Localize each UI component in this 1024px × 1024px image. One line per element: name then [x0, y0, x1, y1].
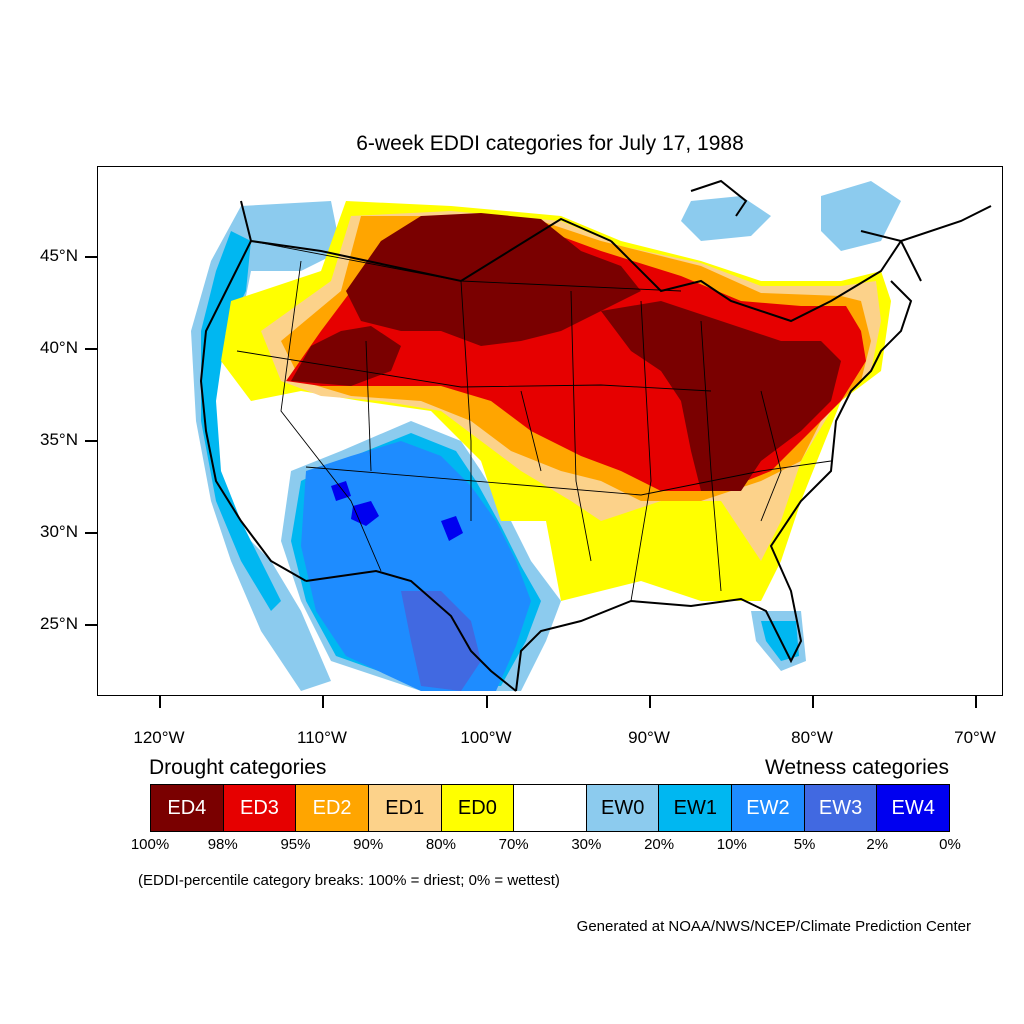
- lon-tick: [975, 696, 977, 708]
- legend-break-label: 0%: [939, 836, 961, 853]
- lat-tick: [85, 348, 97, 350]
- map-frame: [97, 166, 1003, 696]
- wet-zone-ew4-spot: [331, 481, 351, 501]
- coastline: [199, 179, 992, 692]
- eddi-map: [191, 179, 992, 692]
- lat-tick: [85, 440, 97, 442]
- legend-break-label: 90%: [353, 836, 384, 853]
- legend-break-label: 5%: [793, 836, 816, 853]
- lon-tick: [812, 696, 814, 708]
- wet-zone-ew2-southwest: [301, 441, 531, 691]
- lon-label: 80°W: [791, 728, 833, 747]
- legend-cell-ew1: EW1: [659, 785, 733, 831]
- lon-label: 70°W: [954, 728, 996, 747]
- wet-zone-ew1-west-coast: [201, 231, 281, 611]
- drought-zone-ed4-west: [291, 326, 401, 386]
- lon-label: 90°W: [628, 728, 670, 747]
- legend-break-label: 98%: [207, 836, 238, 853]
- legend-cell-ew0: EW0: [586, 785, 660, 831]
- lon-label: 100°W: [460, 728, 512, 747]
- legend-break-label: 100%: [130, 836, 170, 853]
- legend-cell-neutral: [514, 785, 587, 831]
- lat-label: 35°N: [40, 430, 78, 449]
- credit-line: Generated at NOAA/NWS/NCEP/Climate Predi…: [576, 918, 971, 935]
- wet-zone-ew0-northeast: [821, 181, 901, 251]
- lat-label: 40°N: [40, 338, 78, 357]
- legend-cell-ed3: ED3: [223, 785, 297, 831]
- lat-tick: [85, 532, 97, 534]
- legend-cell-ed0: ED0: [441, 785, 515, 831]
- drought-zone-ed4-east: [601, 301, 841, 491]
- legend-break-label: 80%: [425, 836, 456, 853]
- legend-break-label: 70%: [498, 836, 529, 853]
- drought-categories-title: Drought categories: [149, 756, 327, 779]
- lat-tick: [85, 624, 97, 626]
- legend-cell-ew3: EW3: [804, 785, 878, 831]
- legend-cell-ed4: ED4: [151, 785, 224, 831]
- legend-colorbar: ED4 ED3 ED2 ED1 ED0 EW0 EW1 EW2 EW3 EW4: [150, 784, 950, 832]
- legend-break-label: 2%: [866, 836, 889, 853]
- lon-tick: [649, 696, 651, 708]
- legend-cell-ed1: ED1: [368, 785, 442, 831]
- lon-tick: [322, 696, 324, 708]
- wet-zone-ew4-spot: [351, 501, 379, 526]
- lon-tick: [486, 696, 488, 708]
- legend-cell-ew2: EW2: [732, 785, 805, 831]
- lon-label: 110°W: [297, 728, 347, 747]
- category-note: (EDDI-percentile category breaks: 100% =…: [138, 872, 560, 889]
- lat-label: 30°N: [40, 522, 78, 541]
- legend-cell-ed2: ED2: [296, 785, 369, 831]
- lon-tick: [159, 696, 161, 708]
- wet-zone-ew0-lake-superior: [681, 196, 771, 241]
- legend-break-label: 10%: [716, 836, 747, 853]
- lat-label: 25°N: [40, 614, 78, 633]
- legend-break-label: 30%: [571, 836, 602, 853]
- lat-label: 45°N: [40, 246, 78, 265]
- lon-label: 120°W: [133, 728, 185, 747]
- wetness-categories-title: Wetness categories: [764, 756, 949, 779]
- legend-break-label: 20%: [644, 836, 675, 853]
- legend-break-label: 95%: [280, 836, 311, 853]
- wet-zone-ew4-spot: [441, 516, 463, 541]
- drought-zone-ed4-north: [346, 213, 641, 346]
- map-title: 6-week EDDI categories for July 17, 1988: [356, 132, 744, 155]
- lat-tick: [85, 256, 97, 258]
- legend-cell-ew4: EW4: [877, 785, 950, 831]
- wet-zone-ew3-texas: [401, 591, 481, 691]
